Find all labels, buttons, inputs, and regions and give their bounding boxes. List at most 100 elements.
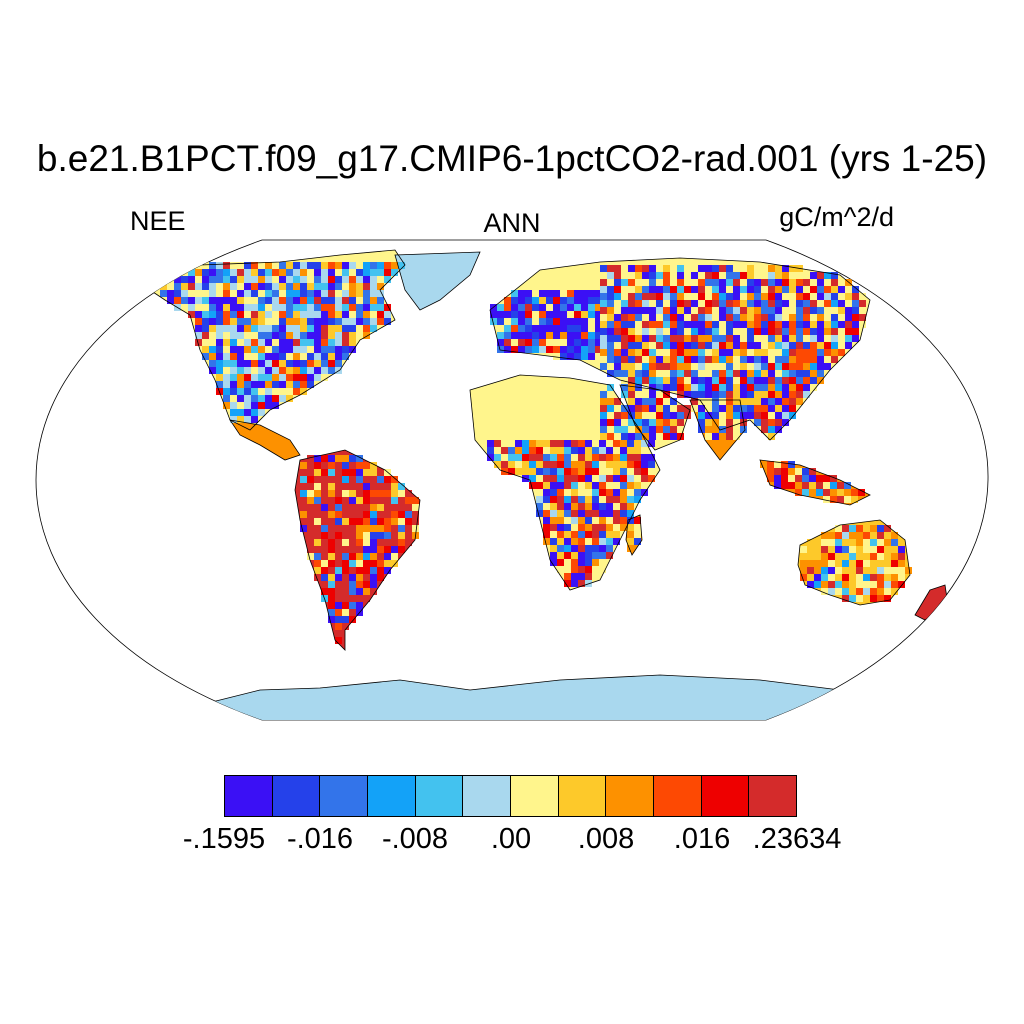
grid-cell (649, 426, 656, 433)
grid-cell (838, 300, 845, 307)
grid-cell (363, 262, 370, 269)
grid-cell (740, 272, 747, 279)
grid-cell (726, 279, 733, 286)
grid-cell (726, 293, 733, 300)
grid-cell (649, 328, 656, 335)
grid-cell (335, 311, 342, 318)
grid-cell (307, 346, 314, 353)
grid-cell (335, 360, 342, 367)
grid-cell (557, 545, 564, 552)
grid-cell (677, 384, 684, 391)
grid-cell (202, 332, 209, 339)
grid-cell (740, 342, 747, 349)
grid-cell (237, 332, 244, 339)
grid-cell (585, 559, 592, 566)
grid-cell (328, 462, 335, 469)
grid-cell (244, 290, 251, 297)
grid-cell (740, 286, 747, 293)
grid-cell (821, 539, 828, 546)
grid-cell (553, 311, 560, 318)
grid-cell (293, 374, 300, 381)
grid-cell (342, 581, 349, 588)
grid-cell (237, 409, 244, 416)
grid-cell (600, 384, 607, 391)
grid-cell (649, 363, 656, 370)
grid-cell (560, 304, 567, 311)
grid-cell (592, 517, 599, 524)
grid-cell (328, 297, 335, 304)
colorbar-label: .008 (577, 823, 635, 855)
grid-cell (747, 321, 754, 328)
grid-cell (578, 510, 585, 517)
grid-cell (828, 539, 835, 546)
grid-cell (684, 272, 691, 279)
grid-cell (578, 538, 585, 545)
grid-cell (898, 574, 905, 581)
grid-cell (884, 595, 891, 602)
grid-cell (870, 546, 877, 553)
grid-cell (300, 511, 307, 518)
grid-cell (599, 524, 606, 531)
grid-cell (328, 560, 335, 567)
grid-cell (740, 412, 747, 419)
grid-cell (377, 546, 384, 553)
grid-cell (796, 328, 803, 335)
grid-cell (188, 304, 195, 311)
grid-cell (606, 489, 613, 496)
grid-cell (557, 510, 564, 517)
grid-cell (349, 525, 356, 532)
grid-cell (188, 311, 195, 318)
grid-cell (370, 325, 377, 332)
grid-cell (585, 482, 592, 489)
grid-cell (529, 461, 536, 468)
grid-cell (775, 328, 782, 335)
grid-cell (648, 461, 655, 468)
grid-cell (607, 307, 614, 314)
colorbar-swatch-11 (701, 776, 750, 816)
grid-cell (642, 419, 649, 426)
grid-cell (585, 447, 592, 454)
grid-cell (405, 518, 412, 525)
grid-cell (845, 314, 852, 321)
grid-cell (891, 532, 898, 539)
grid-cell (557, 559, 564, 566)
grid-cell (349, 269, 356, 276)
grid-cell (356, 574, 363, 581)
grid-cell (719, 335, 726, 342)
grid-cell (649, 377, 656, 384)
grid-cell (342, 546, 349, 553)
grid-cell (567, 332, 574, 339)
grid-cell (550, 461, 557, 468)
grid-cell (574, 318, 581, 325)
grid-cell (391, 546, 398, 553)
grid-cell (585, 489, 592, 496)
grid-cell (167, 297, 174, 304)
grid-cell (342, 283, 349, 290)
grid-cell (613, 531, 620, 538)
grid-cell (810, 286, 817, 293)
grid-cell (342, 560, 349, 567)
grid-cell (585, 475, 592, 482)
grid-cell (300, 483, 307, 490)
grid-cell (377, 532, 384, 539)
grid-cell (384, 490, 391, 497)
grid-cell (628, 405, 635, 412)
grid-cell (663, 279, 670, 286)
india-coastline (689, 399, 746, 461)
grid-cell (363, 525, 370, 532)
grid-cell (600, 335, 607, 342)
grid-cell (852, 321, 859, 328)
grid-cell (807, 574, 814, 581)
grid-cell (536, 489, 543, 496)
grid-cell (314, 374, 321, 381)
grid-cell (588, 318, 595, 325)
grid-cell (286, 367, 293, 374)
grid-cell (543, 475, 550, 482)
grid-cell (314, 553, 321, 560)
grid-cell (663, 335, 670, 342)
grid-cell (578, 531, 585, 538)
grid-cell (775, 307, 782, 314)
grid-cell (824, 272, 831, 279)
grid-cell (342, 567, 349, 574)
grid-cell (628, 377, 635, 384)
